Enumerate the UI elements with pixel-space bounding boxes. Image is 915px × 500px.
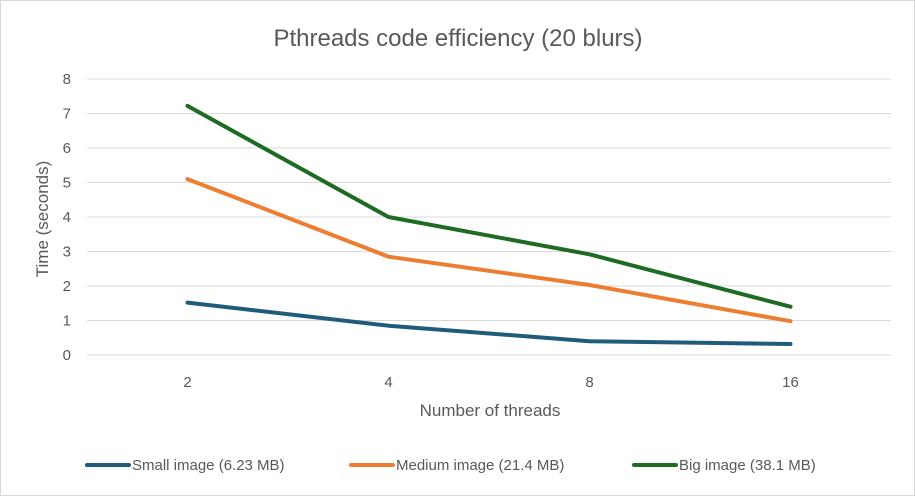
legend-label: Medium image (21.4 MB) <box>396 457 564 474</box>
legend-label: Small image (6.23 MB) <box>132 457 285 474</box>
y-tick-label: 8 <box>63 71 71 88</box>
series-lines <box>185 103 793 346</box>
gridlines <box>87 78 891 356</box>
y-tick-label: 6 <box>63 140 71 157</box>
x-tick-label: 4 <box>384 374 392 391</box>
series-line-0 <box>185 300 793 346</box>
y-tick-label: 5 <box>63 175 71 192</box>
legend-label: Big image (38.1 MB) <box>679 457 816 474</box>
x-tick-labels: 2 4 8 16 <box>183 374 799 391</box>
chart-title: Pthreads code efficiency (20 blurs) <box>273 25 642 52</box>
series-line-1 <box>185 177 793 324</box>
y-tick-label: 1 <box>63 313 71 330</box>
legend: Small image (6.23 MB) Medium image (21.4 … <box>85 457 816 474</box>
x-axis-title: Number of threads <box>420 401 561 420</box>
x-tick-label: 16 <box>782 374 799 391</box>
y-tick-labels: 0 1 2 3 4 5 6 7 8 <box>63 71 71 364</box>
y-tick-label: 4 <box>63 209 71 226</box>
x-tick-label: 2 <box>183 374 191 391</box>
y-tick-label: 3 <box>63 244 71 261</box>
x-tick-label: 8 <box>585 374 593 391</box>
y-tick-label: 7 <box>63 106 71 123</box>
y-tick-label: 2 <box>63 278 71 295</box>
y-tick-label: 0 <box>63 347 71 364</box>
y-axis-title: Time (seconds) <box>33 161 52 278</box>
series-line-2 <box>185 103 793 309</box>
